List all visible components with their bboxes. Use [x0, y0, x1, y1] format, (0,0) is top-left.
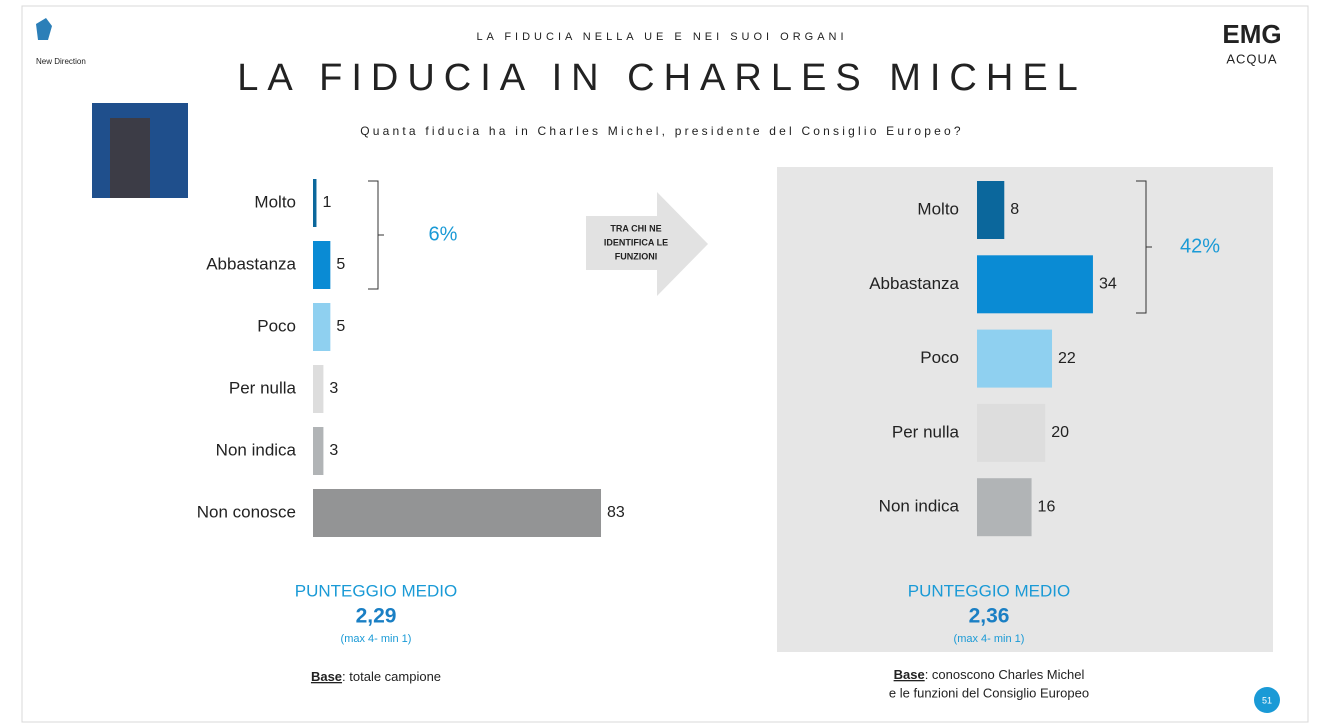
category-label: Molto [254, 192, 296, 211]
slide: New Direction EMG ACQUA LA FIDUCIA NELLA… [0, 0, 1321, 728]
value-label: 1 [322, 194, 331, 211]
category-label: Per nulla [892, 422, 960, 441]
category-label: Per nulla [229, 378, 297, 397]
category-label: Abbastanza [206, 254, 296, 273]
score-title: PUNTEGGIO MEDIO [908, 581, 1070, 600]
arrow-label: IDENTIFICA LE [604, 237, 668, 247]
base-text: e le funzioni del Consiglio Europeo [889, 685, 1089, 700]
score-note: (max 4- min 1) [954, 633, 1025, 645]
bar [313, 427, 323, 475]
page-number: 51 [1262, 695, 1272, 705]
category-label: Abbastanza [869, 274, 959, 293]
value-label: 20 [1051, 424, 1069, 441]
value-label: 22 [1058, 350, 1076, 367]
base-label: Base [311, 669, 342, 684]
bar [977, 181, 1004, 239]
score-note: (max 4- min 1) [341, 633, 412, 645]
base-text: : conoscono Charles Michel [925, 667, 1085, 682]
bar [977, 255, 1093, 313]
base-text: : totale campione [342, 669, 441, 684]
value-label: 5 [336, 318, 345, 335]
category-label: Non indica [216, 440, 297, 459]
bar [313, 489, 601, 537]
value-label: 3 [329, 380, 338, 397]
bracket-label: 6% [429, 223, 458, 245]
value-label: 5 [336, 256, 345, 273]
photo-figure [110, 118, 150, 198]
base-note: Base: totale campione [311, 669, 441, 684]
bar [977, 404, 1045, 462]
bar [977, 330, 1052, 388]
left-logo: New Direction [36, 57, 86, 66]
value-label: 16 [1038, 498, 1056, 515]
category-label: Non indica [879, 497, 960, 516]
bar [313, 303, 330, 351]
bar [313, 241, 330, 289]
title: LA FIDUCIA IN CHARLES MICHEL [237, 57, 1087, 99]
base-label: Base [894, 667, 925, 682]
kicker: LA FIDUCIA NELLA UE E NEI SUOI ORGANI [476, 31, 847, 43]
score-title: PUNTEGGIO MEDIO [295, 581, 457, 600]
value-label: 34 [1099, 276, 1117, 293]
value-label: 83 [607, 504, 625, 521]
arrow-label: TRA CHI NE [610, 223, 661, 233]
category-label: Poco [920, 348, 959, 367]
arrow-label: FUNZIONI [615, 251, 658, 261]
bracket-label: 42% [1180, 235, 1220, 257]
score: 2,36 [969, 605, 1010, 628]
right-logo-top: EMG [1222, 19, 1281, 49]
right-logo-bottom: ACQUA [1226, 51, 1277, 66]
bar [313, 365, 323, 413]
category-label: Poco [257, 316, 296, 335]
question: Quanta fiducia ha in Charles Michel, pre… [360, 124, 964, 138]
category-label: Non conosce [197, 502, 296, 521]
base-note: Base: conoscono Charles Michel [894, 667, 1085, 682]
category-label: Molto [917, 199, 959, 218]
score: 2,29 [356, 605, 397, 628]
value-label: 8 [1010, 201, 1019, 218]
value-label: 3 [329, 442, 338, 459]
bar [313, 179, 316, 227]
bar [977, 478, 1032, 536]
